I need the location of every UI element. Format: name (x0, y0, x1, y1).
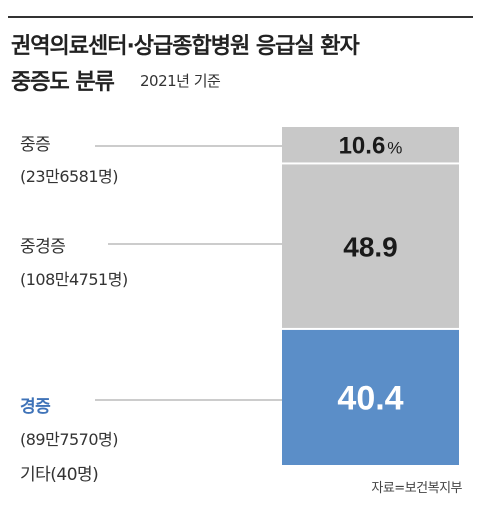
top-rule (8, 16, 473, 18)
chart-title-line1: 권역의료센터·상급종합병원 응급실 환자 (11, 34, 360, 59)
value-unit-0: % (387, 138, 402, 157)
category-count-mild: (89만7570명) (20, 430, 119, 449)
category-name-severe: 중증 (20, 135, 51, 155)
chart-title-line2: 중증도 분류 (11, 70, 115, 95)
category-name-mild: 경증 (20, 397, 51, 417)
category-count-moderate: (108만4751명) (20, 270, 128, 289)
value-label-0: 10.6% (339, 132, 403, 159)
source-note: 자료=보건복지부 (371, 481, 462, 496)
other-note: 기타(40명) (20, 465, 99, 485)
category-count-severe: (23만6581명) (20, 167, 119, 186)
value-label-2: 40.4 (337, 380, 403, 418)
bar-segment-2 (282, 329, 459, 465)
value-label-1: 48.9 (343, 231, 398, 262)
bar-segment-0 (282, 127, 459, 163)
category-name-moderate: 중경증 (20, 237, 66, 257)
bar-segment-1 (282, 164, 459, 328)
chart-subtitle: 2021년 기준 (140, 72, 221, 90)
